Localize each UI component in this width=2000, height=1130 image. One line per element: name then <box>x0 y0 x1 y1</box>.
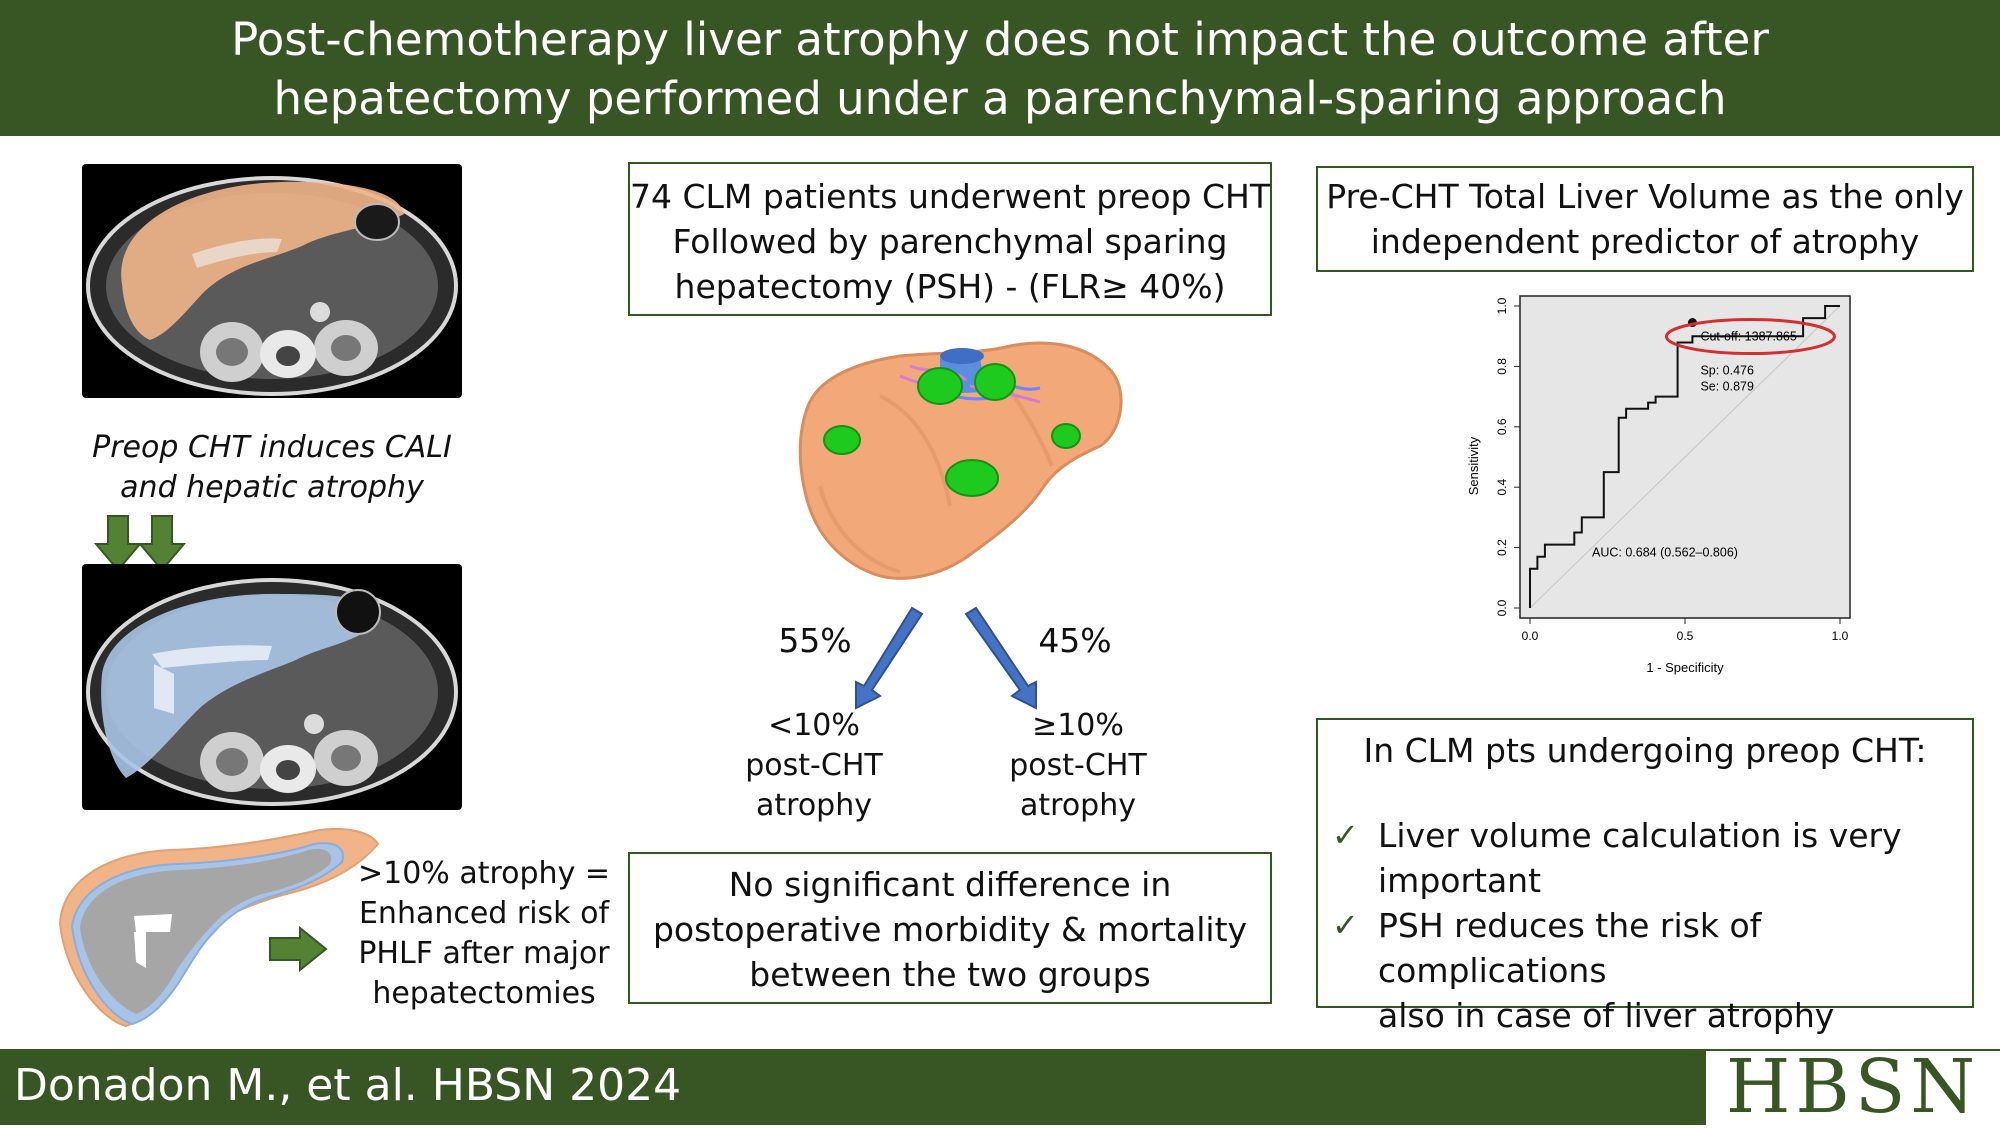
left-group-line-1: <10% <box>768 708 860 743</box>
y-tick-label: 1.0 <box>1495 297 1509 314</box>
y-tick-label: 0.6 <box>1495 418 1509 435</box>
overlap-area <box>80 848 332 1014</box>
bullet-volume-line-2: important <box>1378 861 1542 900</box>
footer-banner <box>0 1049 2000 1125</box>
ct-scan-post-chemo <box>82 564 462 810</box>
atrophy-note-line-2: Enhanced risk of <box>358 896 610 931</box>
right-group-label: ≥10% post-CHT atrophy <box>978 706 1178 826</box>
bullet-psh: ✓ PSH reduces the risk of complications … <box>1332 903 1972 1038</box>
atrophy-risk-note: >10% atrophy = Enhanced risk of PHLF aft… <box>356 854 612 1014</box>
cali-caption-line-2: and hepatic atrophy <box>120 470 424 505</box>
reference-line <box>1529 305 1841 609</box>
x-tick-label: 0.5 <box>1677 629 1694 643</box>
right-arrow-icon <box>269 926 328 972</box>
x-tick-label: 1.0 <box>1832 629 1849 643</box>
left-group-line-2: post-CHT <box>745 748 883 783</box>
liver-3d-model <box>798 341 1123 580</box>
cohort-line-1: 74 CLM patients underwent preop CHT <box>630 177 1271 216</box>
y-axis-label: Sensitivity <box>1466 436 1481 495</box>
cutoff-highlight <box>1664 318 1836 356</box>
cali-caption: Preop CHT induces CALI and hepatic atrop… <box>60 428 484 508</box>
right-group-line-2: post-CHT <box>1009 748 1147 783</box>
title-banner <box>0 0 2000 136</box>
outcome-line-2: postoperative morbidity & mortality <box>652 910 1248 949</box>
outcome-line-3: between the two groups <box>749 955 1151 994</box>
check-icon: ✓ <box>1332 906 1359 944</box>
y-tick-label: 0.2 <box>1495 539 1509 556</box>
citation: Donadon M., et al. HBSN 2024 <box>14 1060 682 1111</box>
logo-background <box>1706 1051 2000 1125</box>
cutoff-label: Cut-off: 1387.865 <box>1700 330 1796 344</box>
conclusion-title: In CLM pts undergoing preop CHT: <box>1363 731 1927 770</box>
left-group-label: <10% post-CHT atrophy <box>714 706 914 826</box>
check-icon: ✓ <box>1332 816 1359 854</box>
conclusion-box: In CLM pts undergoing preop CHT: ✓ Liver… <box>1316 718 1974 1035</box>
title-line-2: hepatectomy performed under a parenchyma… <box>273 72 1727 125</box>
cohort-line-3: hepatectomy (PSH) - (FLR≥ 40%) <box>674 267 1226 306</box>
atrophy-note-line-1: >10% atrophy = <box>357 856 610 891</box>
y-tick-label: 0.0 <box>1495 599 1509 616</box>
predictor-box: Pre-CHT Total Liver Volume as the only i… <box>1316 166 1974 272</box>
x-axis-label: 1 - Specificity <box>1646 660 1724 675</box>
down-arrows-icon <box>94 515 186 572</box>
right-group-line-3: atrophy <box>1020 788 1136 823</box>
sensitivity-label: Se: 0.879 <box>1700 380 1754 394</box>
ct-scan-pre-chemo <box>82 164 462 398</box>
y-tick-label: 0.4 <box>1495 479 1509 496</box>
specificity-label: Sp: 0.476 <box>1700 364 1754 378</box>
outcome-line-1: No significant difference in <box>728 865 1172 904</box>
left-group-percentage: 55% <box>778 621 852 660</box>
atrophy-note-line-3: PHLF after major <box>358 936 610 971</box>
hbsn-logo: HBSN <box>1725 1044 1981 1130</box>
cohort-line-2: Followed by parenchymal sparing <box>672 222 1228 261</box>
bullet-psh-line-2: also in case of liver atrophy <box>1378 996 1835 1035</box>
right-group-line-1: ≥10% <box>1032 708 1124 743</box>
left-group-line-3: atrophy <box>756 788 872 823</box>
liver-atrophy-overlay <box>58 828 380 1028</box>
outcome-box: No significant difference in postoperati… <box>628 852 1272 1004</box>
cali-caption-line-1: Preop CHT induces CALI <box>92 430 452 465</box>
predictor-line-2: independent predictor of atrophy <box>1370 222 1920 261</box>
y-tick-label: 0.8 <box>1495 358 1509 375</box>
split-arrows-icon <box>855 606 1037 710</box>
atrophy-note-line-4: hepatectomies <box>372 976 596 1011</box>
right-group-percentage: 45% <box>1038 621 1112 660</box>
auc-label: AUC: 0.684 (0.562–0.806) <box>1592 546 1738 560</box>
page-title: Post-chemotherapy liver atrophy does not… <box>0 10 2000 128</box>
roc-curve <box>1529 305 1840 608</box>
title-line-1: Post-chemotherapy liver atrophy does not… <box>231 13 1769 66</box>
bullet-volume-line-1: Liver volume calculation is very <box>1378 816 1902 855</box>
cohort-box: 74 CLM patients underwent preop CHT Foll… <box>628 162 1272 316</box>
roc-chart: 0.0 0.2 0.4 0.6 0.8 1.0 0.0 0.5 1.0 Cut-off: 13… <box>1466 295 1851 675</box>
bullet-psh-line-1: PSH reduces the risk of complications <box>1378 906 1762 990</box>
bullet-volume: ✓ Liver volume calculation is very impor… <box>1332 813 1972 903</box>
x-tick-label: 0.0 <box>1522 629 1539 643</box>
predictor-line-1: Pre-CHT Total Liver Volume as the only <box>1326 177 1964 216</box>
